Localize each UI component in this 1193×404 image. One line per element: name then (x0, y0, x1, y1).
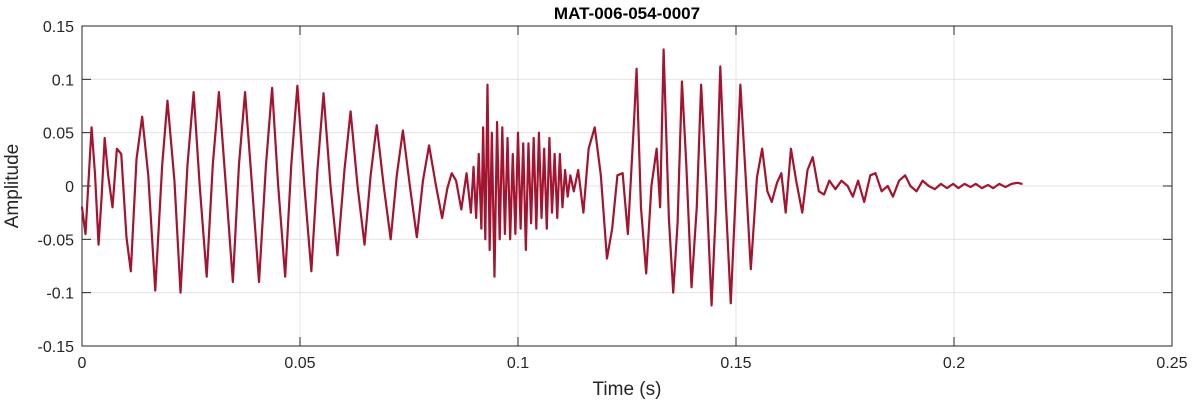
y-tick-label: -0.05 (38, 232, 75, 249)
series-group (80, 48, 1023, 307)
x-tick-label: 0.15 (720, 355, 751, 372)
x-axis-label: Time (s) (593, 379, 662, 400)
waveform-line (80, 48, 1023, 307)
y-tick-label: -0.15 (38, 339, 75, 356)
x-tick-label: 0.25 (1156, 355, 1187, 372)
tick-marks (81, 25, 1173, 347)
y-tick-label: 0.05 (43, 126, 74, 143)
x-tick-label: 0 (78, 355, 87, 372)
y-tick-label: 0.1 (52, 72, 74, 89)
y-axis-label: Amplitude (2, 144, 23, 229)
chart-title: MAT-006-054-0007 (554, 4, 700, 23)
y-tick-label: 0.15 (43, 19, 74, 36)
x-tick-label: 0.05 (284, 355, 315, 372)
y-tick-label: -0.1 (46, 286, 74, 303)
x-tick-label: 0.2 (943, 355, 965, 372)
tick-labels: 0 0.05 0.1 0.15 0.2 0.25 -0.15 -0.1 -0.05 0 0.05 0.… (38, 19, 1188, 372)
y-tick-label: 0 (65, 179, 74, 196)
x-tick-label: 0.1 (507, 355, 529, 372)
